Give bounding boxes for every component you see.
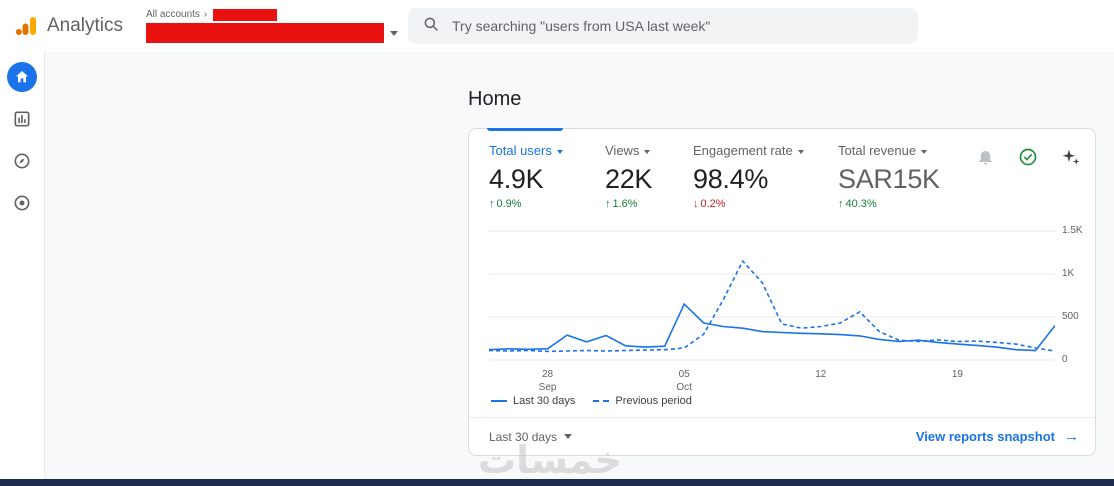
metric-label: Views	[605, 143, 693, 159]
analytics-logo-icon	[14, 14, 38, 38]
check-circle-icon[interactable]	[1018, 147, 1038, 167]
up-arrow-icon: ↑	[838, 198, 844, 210]
metric-total-revenue[interactable]: Total revenue SAR15K ↑ 40.3%	[838, 143, 940, 211]
home-icon	[7, 62, 37, 92]
breadcrumb: All accounts	[146, 9, 200, 20]
down-arrow-icon: ↓	[693, 198, 699, 210]
metric-delta: ↑ 0.9%	[489, 198, 522, 210]
metric-value: SAR15K	[838, 164, 940, 194]
up-arrow-icon: ↑	[489, 198, 495, 210]
legend-label: Last 30 days	[513, 395, 576, 407]
chart-x-axis: 28 Sep 05 Oct 12 19	[489, 365, 1055, 395]
dashed-line-swatch	[593, 400, 610, 402]
metric-selectors: Total users 4.9K ↑ 0.9% Views	[489, 143, 976, 211]
search-bar[interactable]: Try searching "users from USA last week"	[408, 8, 918, 44]
top-bar: Analytics All accounts › Try searching "…	[0, 0, 1114, 52]
metric-total-users[interactable]: Total users 4.9K ↑ 0.9%	[489, 143, 605, 211]
legend-item-previous: Previous period	[593, 395, 692, 407]
search-placeholder: Try searching "users from USA last week"	[452, 18, 711, 34]
account-switcher[interactable]: All accounts ›	[146, 9, 398, 43]
x-tick-label: 28 Sep	[538, 369, 557, 393]
brand-name: Analytics	[47, 15, 124, 36]
advertising-icon	[12, 193, 32, 218]
card-header: Total users 4.9K ↑ 0.9% Views	[469, 129, 1095, 215]
metric-value: 98.4%	[693, 164, 769, 194]
selected-metric-indicator	[487, 128, 563, 131]
dropdown-caret-icon	[921, 149, 928, 154]
nav-home[interactable]	[7, 62, 37, 92]
legend-label: Previous period	[615, 395, 692, 407]
trend-chart: 28 Sep 05 Oct 12 19 Last 30 days Previous p…	[469, 215, 1095, 417]
metric-views[interactable]: Views 22K ↑ 1.6%	[605, 143, 693, 211]
x-tick-label: 12	[815, 369, 827, 380]
redacted-property-name	[146, 23, 384, 43]
metric-label: Total users	[489, 143, 605, 159]
metric-delta: ↑ 40.3%	[838, 198, 877, 210]
dropdown-caret-icon	[644, 149, 651, 154]
nav-explore[interactable]	[12, 151, 32, 176]
y-tick-label: 1.5K	[1062, 225, 1083, 236]
dropdown-caret-icon	[564, 434, 573, 439]
metric-value: 22K	[605, 164, 653, 194]
sparkle-icon[interactable]	[1061, 147, 1081, 167]
metric-delta: ↑ 1.6%	[605, 198, 638, 210]
dropdown-caret-icon	[797, 149, 804, 154]
metric-engagement-rate[interactable]: Engagement rate 98.4% ↓ 0.2%	[693, 143, 838, 211]
chart-legend: Last 30 days Previous period	[489, 395, 1055, 417]
metric-label: Total revenue	[838, 143, 940, 159]
solid-line-swatch	[491, 400, 507, 402]
reports-icon	[12, 109, 32, 134]
brand[interactable]: Analytics	[0, 14, 130, 38]
dropdown-caret-icon	[556, 149, 563, 154]
arrow-right-icon: →	[1064, 428, 1079, 445]
x-tick-label: 19	[951, 369, 963, 380]
search-icon	[422, 15, 440, 38]
home-content: Home Total users 4.9K ↑ 0.9%	[468, 86, 1100, 456]
up-arrow-icon: ↑	[605, 198, 611, 210]
y-tick-label: 1K	[1062, 268, 1075, 279]
watermark: خمسات	[478, 438, 622, 482]
dropdown-caret-icon	[390, 30, 398, 36]
bottom-edge-bar	[0, 479, 1114, 486]
nav-reports[interactable]	[12, 109, 32, 134]
metric-label: Engagement rate	[693, 143, 838, 159]
card-footer: Last 30 days View reports snapshot →	[469, 417, 1095, 455]
trend-chart-svg[interactable]	[489, 225, 1055, 365]
overview-card: Total users 4.9K ↑ 0.9% Views	[468, 128, 1096, 456]
page-title: Home	[468, 88, 522, 110]
y-tick-label: 0	[1062, 354, 1068, 365]
chevron-right-icon: ›	[203, 9, 208, 20]
main-area: Home Total users 4.9K ↑ 0.9%	[45, 52, 1114, 479]
date-range-selector[interactable]: Last 30 days	[489, 429, 573, 444]
insights-bell-icon[interactable]	[976, 147, 995, 166]
x-tick-label: 05 Oct	[676, 369, 692, 393]
metric-value: 4.9K	[489, 164, 544, 194]
y-tick-label: 500	[1062, 311, 1079, 322]
card-header-icons	[976, 143, 1081, 211]
date-range-label: Last 30 days	[489, 429, 558, 444]
metric-delta: ↓ 0.2%	[693, 198, 726, 210]
view-reports-snapshot-link[interactable]: View reports snapshot →	[915, 428, 1079, 445]
nav-advertising[interactable]	[12, 193, 32, 218]
nav-sidebar	[0, 52, 45, 479]
redacted-account-name	[213, 9, 278, 21]
chart-y-axis: 1.5K 1K 500 0	[1055, 225, 1089, 365]
legend-item-current: Last 30 days	[491, 395, 575, 407]
chart-plot-area: 28 Sep 05 Oct 12 19 Last 30 days Previous p…	[489, 225, 1055, 417]
explore-icon	[12, 151, 32, 176]
